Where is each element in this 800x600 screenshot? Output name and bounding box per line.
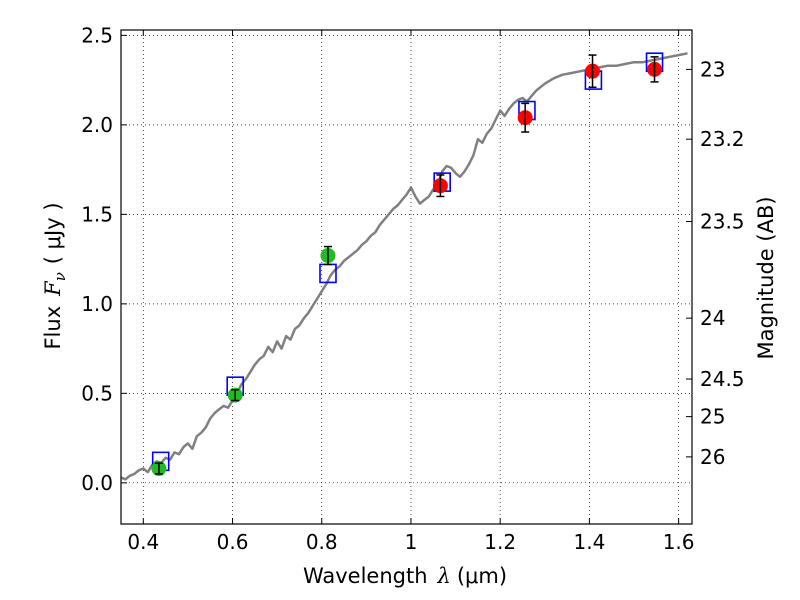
axes: 0.4 0.6 0.8 1 1.2 1.4 1.6 0.0 0.5 1.0 1.5 2.0 2.5 23 2… (81, 23, 744, 554)
y-tick-label: 2.0 (81, 113, 113, 137)
x-tick-label: 1 (405, 530, 418, 554)
right-tick-label: 25 (700, 405, 725, 429)
x-tick-label: 1.6 (663, 530, 695, 554)
grid (121, 30, 692, 524)
y-axis-label-prefix: Flux (41, 306, 65, 350)
x-tick-label: 0.6 (217, 530, 249, 554)
x-axis-label-unit: (μm) (457, 564, 507, 588)
x-tick-label: 0.8 (306, 530, 338, 554)
x-tick-label: 0.4 (127, 530, 159, 554)
y-axis-label: Flux Fν ( μJy ) (41, 202, 69, 349)
x-axis-label-symbol: λ (437, 564, 451, 588)
x-tick-label: 1.4 (573, 530, 605, 554)
right-tick-label: 26 (700, 445, 725, 469)
y-axis-label-unit: ( μJy ) (41, 202, 65, 264)
y-axis-label-subscript: ν (51, 272, 69, 281)
right-tick-label: 23 (700, 57, 725, 81)
plot-data (121, 52, 688, 481)
model-spectrum-line (121, 52, 688, 481)
right-tick-label: 23.2 (700, 127, 745, 151)
plot-frame (120, 29, 693, 525)
x-axis-label-prefix: Wavelength (303, 564, 428, 588)
x-axis-label: Wavelength λ (μm) (303, 564, 507, 588)
y-tick-label: 1.5 (81, 202, 113, 226)
x-tick-label: 1.2 (484, 530, 516, 554)
right-axis-label: Magnitude (AB) (754, 196, 778, 359)
y-tick-label: 1.0 (81, 292, 113, 316)
y-axis-label-symbol: F (41, 280, 65, 297)
y-tick-label: 0.5 (81, 381, 113, 405)
right-tick-label: 24.5 (700, 367, 745, 391)
y-tick-label: 0.0 (81, 471, 113, 495)
right-tick-label: 23.5 (700, 210, 745, 234)
right-tick-label: 24 (700, 306, 725, 330)
y-tick-label: 2.5 (81, 23, 113, 47)
